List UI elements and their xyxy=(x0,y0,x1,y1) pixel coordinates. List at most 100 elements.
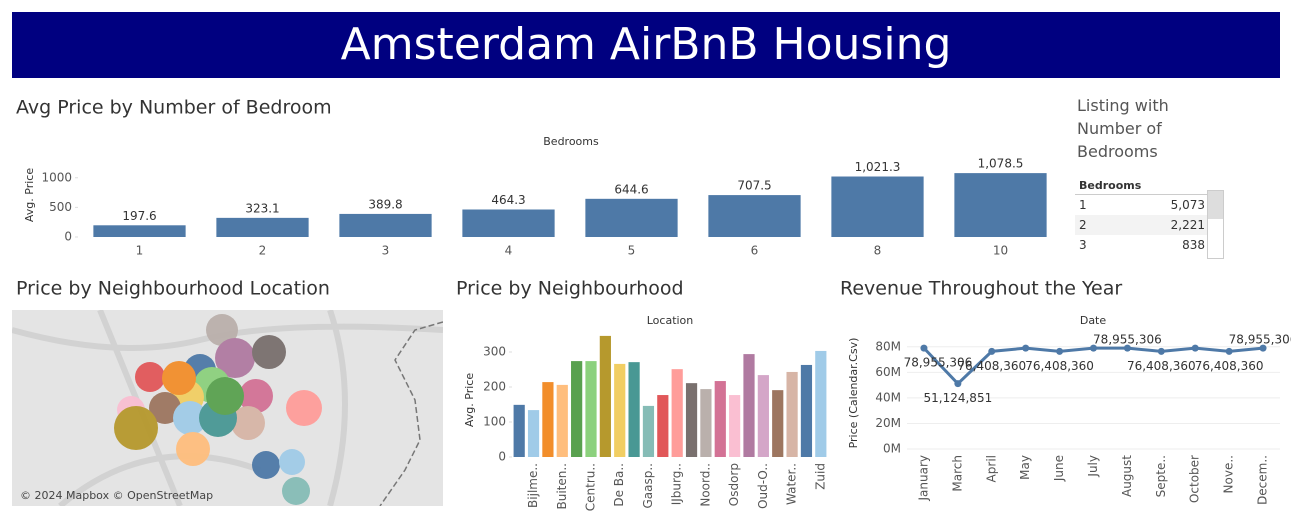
y-tick-label: 60M xyxy=(875,365,901,379)
x-tick-label: July xyxy=(1086,455,1100,478)
x-tick-label: Decem.. xyxy=(1256,455,1270,505)
bar xyxy=(671,369,683,457)
table-rows: 1 5,073 2 2,221 3 838 xyxy=(1075,195,1225,255)
point xyxy=(920,344,928,352)
scroll-thumb[interactable] xyxy=(1208,191,1223,219)
x-tick-label: Buiten.. xyxy=(555,463,569,510)
table-cell: 2,221 xyxy=(1170,218,1205,232)
map-land xyxy=(12,310,443,506)
bar xyxy=(571,361,583,457)
bar xyxy=(831,176,924,237)
bar xyxy=(628,362,640,457)
data-label: 78,955,306 xyxy=(1093,333,1162,347)
data-label: 76,408,360 xyxy=(1127,359,1196,373)
x-tick-label: Zuid xyxy=(813,463,827,490)
bar xyxy=(700,389,712,457)
point xyxy=(1090,344,1097,352)
map-border xyxy=(379,321,443,506)
bar xyxy=(786,371,798,457)
bar xyxy=(954,173,1047,237)
data-label: 389.8 xyxy=(368,197,402,211)
x-tick-label: Water.. xyxy=(785,463,799,505)
data-label: 1,021.3 xyxy=(855,160,901,174)
chart-title: Price by Neighbourhood xyxy=(456,278,684,300)
y-tick-label: 0 xyxy=(64,230,72,244)
x-tick-label: 6 xyxy=(751,244,759,258)
data-label: 1,078.5 xyxy=(978,157,1024,171)
x-tick-label: 1 xyxy=(136,244,144,258)
y-axis-title: Avg. Price xyxy=(463,373,476,427)
table-row: 3 838 xyxy=(1075,235,1209,255)
bar xyxy=(685,383,698,457)
x-tick-label: 2 xyxy=(259,244,267,258)
bedroom-table: Listing with Number of Bedrooms Bedrooms… xyxy=(1075,94,1225,255)
bar xyxy=(757,375,769,457)
map-credit: © 2024 Mapbox © OpenStreetMap xyxy=(20,489,213,502)
point xyxy=(1259,344,1267,352)
data-label: 76,408,360 xyxy=(957,359,1026,373)
data-label: 323.1 xyxy=(245,201,279,215)
point xyxy=(954,380,962,388)
point xyxy=(1056,347,1064,355)
y-tick-label: 1000 xyxy=(41,170,72,184)
y-tick-label: 80M xyxy=(875,339,901,353)
point xyxy=(1225,347,1233,355)
chart-title: Revenue Throughout the Year xyxy=(840,278,1122,300)
x-axis-title: Bedrooms xyxy=(543,135,599,148)
y-tick-label: 100 xyxy=(483,415,506,429)
map: © 2024 Mapbox © OpenStreetMap xyxy=(12,310,443,506)
bar xyxy=(657,395,669,457)
x-tick-label: May xyxy=(1018,455,1032,480)
data-label: 76,408,360 xyxy=(1025,359,1094,373)
x-tick-label: August xyxy=(1120,455,1134,497)
chart-title: Avg Price by Number of Bedroom xyxy=(16,97,332,119)
x-tick-label: January xyxy=(916,455,930,502)
x-tick-label: June xyxy=(1052,455,1066,482)
map-bubbles xyxy=(114,314,322,505)
y-tick-label: 20M xyxy=(875,416,901,430)
x-tick-label: April xyxy=(984,455,998,482)
data-label: 644.6 xyxy=(614,182,648,196)
bar xyxy=(800,364,813,457)
bar xyxy=(462,209,555,237)
y-axis-title: Price (Calendar.Csv) xyxy=(847,338,860,449)
data-label: 51,124,851 xyxy=(924,391,993,405)
bar xyxy=(815,350,827,457)
table-row: 1 5,073 xyxy=(1075,195,1209,215)
bar xyxy=(527,410,540,457)
data-label: 197.6 xyxy=(122,209,156,223)
point xyxy=(988,347,996,355)
data-label: 76,408,360 xyxy=(1195,359,1264,373)
x-tick-label: 10 xyxy=(993,244,1008,258)
scrollbar[interactable] xyxy=(1207,190,1224,259)
bar xyxy=(743,354,755,457)
x-tick-label: Nove.. xyxy=(1222,455,1236,493)
x-tick-label: 8 xyxy=(874,244,882,258)
x-tick-label: 5 xyxy=(628,244,636,258)
y-tick-label: 500 xyxy=(49,200,72,214)
y-tick-label: 200 xyxy=(483,380,506,394)
x-tick-label: 4 xyxy=(505,244,513,258)
header-band xyxy=(12,12,1280,78)
x-tick-label: 3 xyxy=(382,244,390,258)
data-label: 78,955,306 xyxy=(904,356,973,370)
table-title: Listing with Number of Bedrooms xyxy=(1077,96,1169,161)
x-tick-label: October xyxy=(1188,455,1202,503)
x-axis-title: Date xyxy=(1080,314,1107,327)
x-tick-label: De Ba.. xyxy=(612,463,626,507)
bar xyxy=(216,217,309,237)
y-tick-label: 0 xyxy=(498,450,506,464)
x-tick-label: Septe.. xyxy=(1154,455,1168,497)
bar xyxy=(729,395,741,457)
bar xyxy=(93,225,186,237)
x-tick-label: March xyxy=(950,455,964,492)
map-title: Price by Neighbourhood Location xyxy=(16,278,330,300)
data-label: 464.3 xyxy=(491,193,525,207)
bar xyxy=(708,195,801,237)
bar xyxy=(513,404,525,457)
bar xyxy=(714,381,726,457)
point xyxy=(1191,344,1199,352)
table-header: Bedrooms xyxy=(1075,177,1209,195)
